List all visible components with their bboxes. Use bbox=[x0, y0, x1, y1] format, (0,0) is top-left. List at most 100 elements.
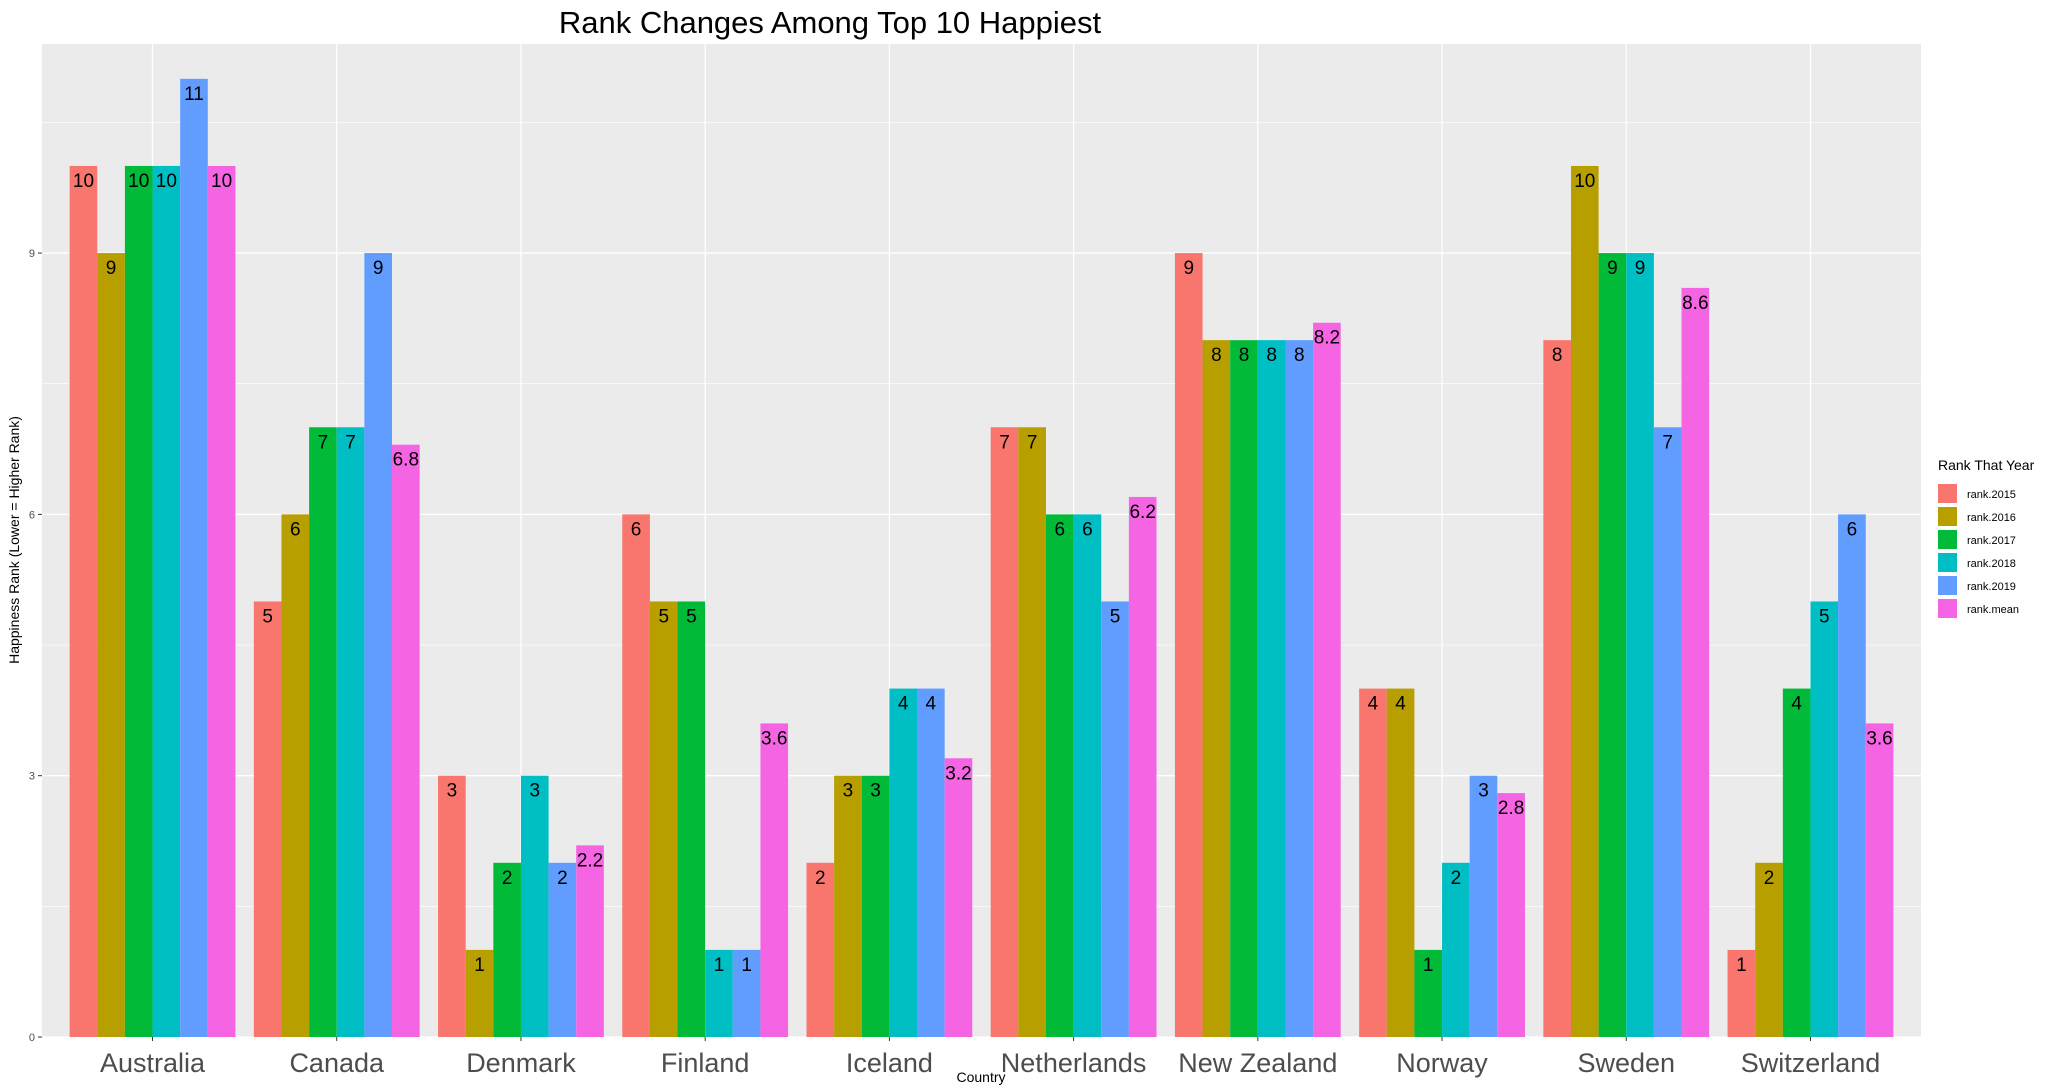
bar bbox=[1442, 862, 1470, 1037]
bar-label: 8.2 bbox=[1314, 328, 1340, 349]
bar-label: 3 bbox=[529, 781, 540, 802]
bar-label: 4 bbox=[926, 694, 937, 715]
bar-label: 2 bbox=[815, 868, 826, 889]
bar bbox=[1359, 688, 1387, 1037]
bar-label: 6 bbox=[631, 519, 642, 540]
bar-label: 3 bbox=[843, 781, 854, 802]
bar bbox=[1810, 601, 1839, 1037]
bar bbox=[1598, 253, 1627, 1038]
bar-label: 5 bbox=[262, 606, 273, 627]
legend-label: rank.2019 bbox=[1967, 581, 2016, 593]
bar bbox=[732, 949, 761, 1037]
bar-label: 6 bbox=[1082, 519, 1093, 540]
bar-label: 10 bbox=[73, 171, 94, 192]
bar bbox=[1018, 427, 1046, 1037]
bar bbox=[336, 427, 365, 1037]
bar-label: 10 bbox=[156, 171, 177, 192]
y-tick-label: 6 bbox=[29, 509, 35, 521]
y-axis: 0 3 6 9 bbox=[29, 248, 42, 1044]
x-tick-label: Sweden bbox=[1577, 1048, 1675, 1078]
legend-label: rank.mean bbox=[1967, 604, 2019, 616]
bar-label: 6 bbox=[290, 519, 301, 540]
bar bbox=[1414, 949, 1443, 1037]
bar-label: 5 bbox=[1819, 606, 1830, 627]
x-tick-label: Australia bbox=[100, 1048, 206, 1078]
bar bbox=[1727, 949, 1756, 1037]
bar bbox=[180, 78, 208, 1037]
bar bbox=[834, 775, 862, 1037]
bar-label: 7 bbox=[345, 432, 356, 453]
x-tick-label: Netherlands bbox=[1001, 1048, 1147, 1078]
bar-label: 9 bbox=[373, 258, 384, 279]
x-axis-title: Country bbox=[956, 1069, 1005, 1085]
bar bbox=[1570, 165, 1599, 1037]
bar-label: 1 bbox=[741, 955, 752, 976]
legend: Rank That Year rank.2015 rank.2016 rank.20… bbox=[1938, 457, 2035, 618]
bar-label: 3.6 bbox=[761, 728, 787, 749]
bar bbox=[1543, 340, 1571, 1037]
bar-label: 10 bbox=[211, 171, 232, 192]
bar bbox=[990, 427, 1019, 1037]
bar-label: 8 bbox=[1211, 345, 1222, 366]
bar bbox=[760, 723, 789, 1037]
legend-label: rank.2016 bbox=[1967, 512, 2016, 524]
bar-label: 3 bbox=[1478, 781, 1489, 802]
bar bbox=[97, 253, 125, 1038]
x-tick-label: Switzerland bbox=[1741, 1048, 1881, 1078]
bar-label: 3 bbox=[870, 781, 881, 802]
bar-label: 9 bbox=[106, 258, 117, 279]
y-axis-title: Happiness Rank (Lower = Higher Rank) bbox=[6, 416, 22, 664]
bar bbox=[438, 775, 466, 1037]
bar bbox=[806, 862, 835, 1037]
x-tick-label: Finland bbox=[661, 1048, 750, 1078]
bar-label: 8 bbox=[1294, 345, 1305, 366]
bar-label: 4 bbox=[898, 694, 909, 715]
legend-swatch bbox=[1938, 576, 1957, 595]
bar-label: 8.6 bbox=[1682, 293, 1708, 314]
bar-label: 8 bbox=[1266, 345, 1277, 366]
bar-label: 4 bbox=[1368, 694, 1379, 715]
bar bbox=[207, 165, 236, 1037]
bar bbox=[1653, 427, 1682, 1037]
bar bbox=[1202, 340, 1231, 1037]
bar-label: 2 bbox=[557, 868, 568, 889]
bar-label: 6 bbox=[1055, 519, 1066, 540]
bar bbox=[1386, 688, 1415, 1037]
bar-label: 2 bbox=[1764, 868, 1775, 889]
bar bbox=[364, 253, 393, 1038]
bars bbox=[69, 78, 1894, 1038]
bar bbox=[1285, 340, 1314, 1037]
bar bbox=[576, 845, 604, 1037]
bar bbox=[1174, 253, 1203, 1038]
bar-label: 3 bbox=[447, 781, 458, 802]
bar bbox=[1045, 514, 1074, 1037]
bar bbox=[917, 688, 945, 1037]
bar bbox=[705, 949, 733, 1037]
bar bbox=[1497, 793, 1525, 1037]
bar-label: 2 bbox=[1451, 868, 1462, 889]
bar bbox=[392, 444, 420, 1037]
y-tick-label: 0 bbox=[29, 1032, 35, 1044]
bar bbox=[1257, 340, 1286, 1037]
x-tick-label: Denmark bbox=[466, 1048, 576, 1078]
legend-swatch bbox=[1938, 507, 1957, 526]
y-tick-label: 3 bbox=[29, 771, 35, 783]
y-tick-label: 9 bbox=[29, 248, 35, 260]
bar-label: 10 bbox=[1574, 171, 1595, 192]
bar-label: 1 bbox=[714, 955, 725, 976]
bar bbox=[124, 165, 153, 1037]
bar bbox=[677, 601, 706, 1037]
legend-title: Rank That Year bbox=[1938, 457, 2035, 473]
legend-swatch bbox=[1938, 553, 1957, 572]
bar bbox=[622, 514, 650, 1037]
legend-label: rank.2015 bbox=[1967, 489, 2016, 501]
bar-label: 7 bbox=[318, 432, 329, 453]
bar bbox=[861, 775, 890, 1037]
bar bbox=[309, 427, 337, 1037]
bar bbox=[1313, 322, 1341, 1038]
bar-label: 4 bbox=[1395, 694, 1406, 715]
x-tick-label: New Zealand bbox=[1178, 1048, 1337, 1078]
bar bbox=[1681, 287, 1710, 1037]
bar bbox=[1073, 514, 1102, 1037]
bar-label: 1 bbox=[1736, 955, 1747, 976]
